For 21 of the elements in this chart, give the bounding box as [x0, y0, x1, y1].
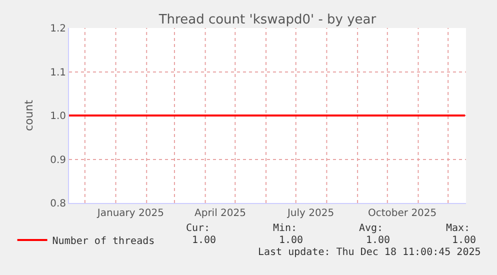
text: Avg:: [359, 223, 384, 234]
y-tick-label: 1.1: [50, 67, 66, 78]
y-tick-label: 0.8: [50, 198, 66, 210]
y-tick-label: 1.2: [50, 24, 66, 34]
text: Last update: Thu Dec 18 11:00:45 2025: [258, 247, 481, 258]
x-tick-label: April 2025: [194, 208, 246, 219]
x-tick-label: July 2025: [286, 208, 334, 219]
text: Cur:: [186, 223, 210, 234]
y-tick-label: 0.9: [50, 154, 66, 166]
text: 1.00: [192, 235, 216, 246]
legend-label: Number of threads: [52, 236, 155, 247]
text: 1.00: [452, 235, 476, 246]
text: 1.00: [279, 235, 304, 246]
y-tick-label: 1.0: [50, 111, 66, 122]
chart-title: Thread count 'kswapd0' - by year: [158, 12, 377, 28]
y-axis-title: count: [22, 99, 36, 132]
x-tick-label: October 2025: [368, 208, 437, 219]
text: Max:: [446, 223, 470, 234]
text: 1.00: [366, 235, 390, 246]
text: Min:: [273, 223, 298, 234]
x-tick-label: January 2025: [96, 208, 164, 219]
